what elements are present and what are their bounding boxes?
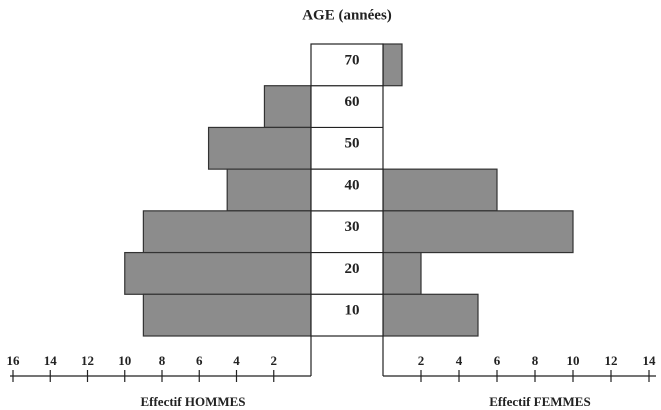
x-tick-label: 6: [196, 353, 203, 368]
bar: [142, 210, 312, 254]
x-tick-label: 14: [643, 353, 657, 368]
x-tick-label: 12: [81, 353, 94, 368]
age-label: 20: [345, 261, 360, 277]
age-column: [310, 43, 384, 337]
x-axis-label-right: Effectif FEMMES: [489, 394, 590, 409]
x-tick-label: 4: [456, 353, 463, 368]
bar: [382, 43, 403, 87]
x-tick-label: 6: [494, 353, 501, 368]
age-label: 10: [345, 303, 360, 319]
age-label: 70: [345, 52, 360, 68]
x-tick-label: 4: [233, 353, 240, 368]
x-tick-label: 8: [532, 353, 539, 368]
bar: [124, 251, 312, 295]
age-label: 40: [345, 177, 360, 193]
x-axis-label-left: Effectif HOMMES: [140, 394, 245, 409]
bar: [207, 126, 312, 170]
bar: [226, 168, 312, 212]
age-label: 60: [345, 94, 360, 110]
x-tick-label: 2: [271, 353, 278, 368]
x-tick-label: 12: [605, 353, 618, 368]
x-tick-label: 8: [159, 353, 166, 368]
bar: [142, 293, 312, 337]
x-tick-label: 10: [567, 353, 580, 368]
bar: [382, 293, 479, 337]
bar: [263, 85, 312, 129]
x-tick-label: 14: [44, 353, 58, 368]
x-tick-label: 2: [418, 353, 425, 368]
age-label: 50: [345, 136, 360, 152]
x-tick-label: 10: [118, 353, 131, 368]
x-tick-label: 16: [7, 353, 21, 368]
chart-title: AGE (années): [302, 7, 392, 23]
bar: [382, 251, 422, 295]
bar: [382, 210, 574, 254]
age-label: 30: [345, 219, 360, 235]
bar: [382, 168, 498, 212]
